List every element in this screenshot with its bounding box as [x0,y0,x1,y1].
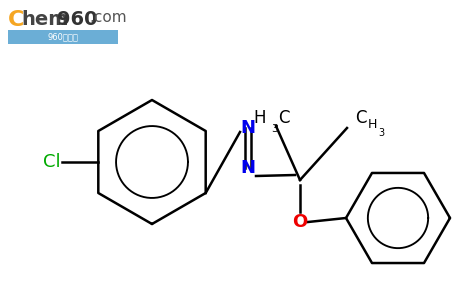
Text: 3: 3 [271,124,278,134]
Text: C: C [278,109,290,127]
Text: H: H [368,117,377,130]
Text: C: C [355,109,366,127]
Text: 3: 3 [378,128,384,138]
Text: C: C [8,10,24,30]
FancyBboxPatch shape [8,30,118,44]
Text: 960化工网: 960化工网 [47,33,78,42]
Text: O: O [292,213,308,231]
Text: N: N [240,159,255,177]
Text: hem: hem [21,10,69,29]
Text: 960: 960 [57,10,98,29]
Text: Cl: Cl [43,153,61,171]
Text: N: N [240,119,255,137]
Text: H: H [254,109,266,127]
Text: .com: .com [89,10,127,25]
